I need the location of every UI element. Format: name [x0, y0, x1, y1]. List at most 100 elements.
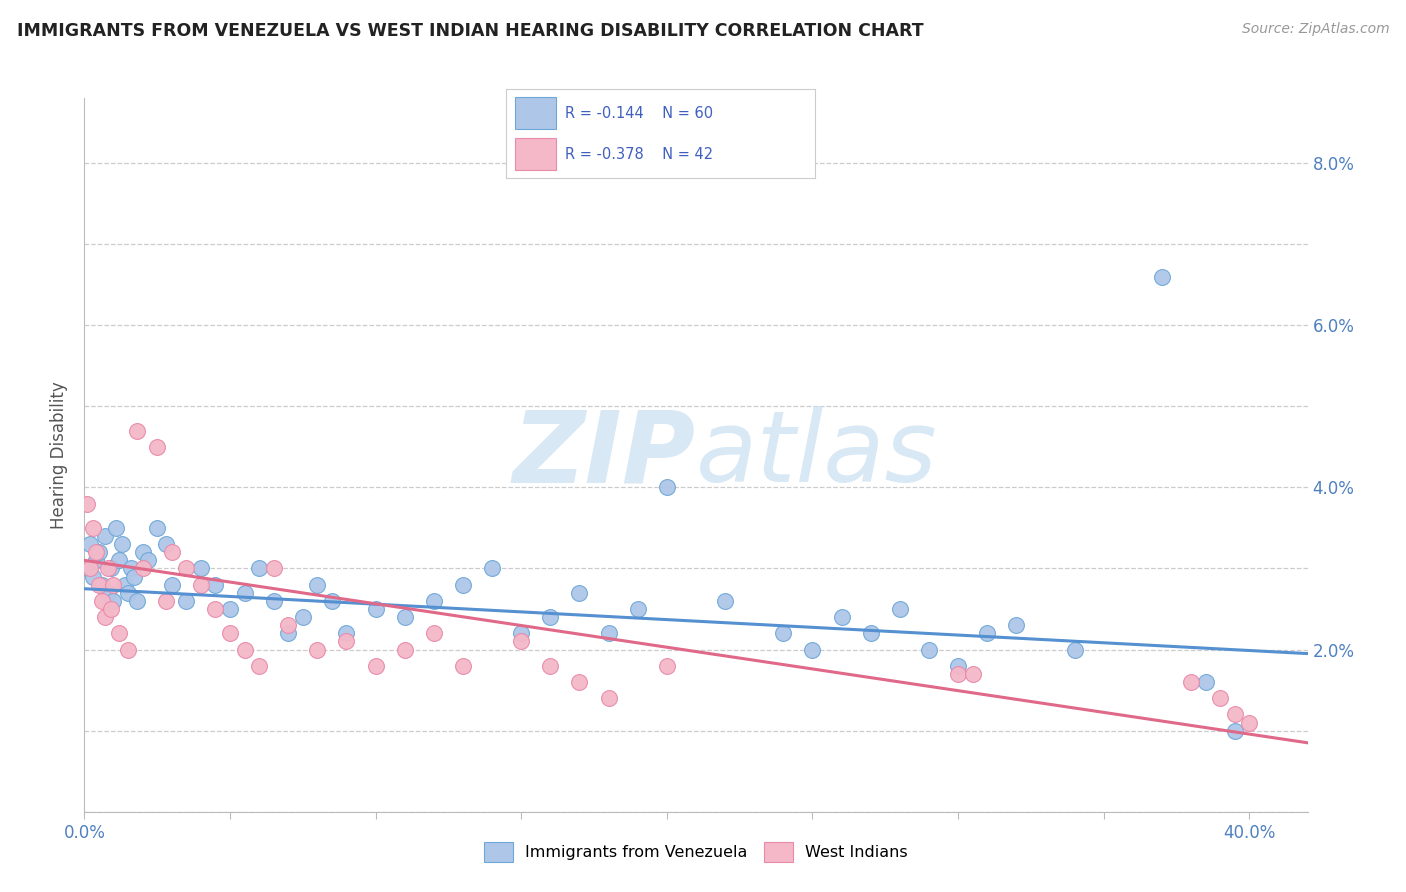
Point [1239, 715, 1261, 730]
Point [219, 626, 242, 640]
Point [263, 561, 285, 575]
Point [146, 440, 169, 454]
Point [93, 610, 115, 624]
Point [918, 642, 941, 657]
Point [1209, 691, 1232, 706]
Point [291, 610, 314, 624]
Point [125, 594, 148, 608]
Point [103, 594, 125, 608]
Point [568, 586, 591, 600]
Text: R = -0.144    N = 60: R = -0.144 N = 60 [565, 106, 713, 120]
Point [1150, 269, 1173, 284]
Point [481, 561, 503, 575]
Point [233, 642, 256, 657]
Point [976, 626, 998, 640]
Point [131, 545, 153, 559]
Point [138, 553, 160, 567]
Point [364, 658, 387, 673]
Point [538, 658, 561, 673]
Point [105, 521, 128, 535]
Point [97, 561, 120, 575]
Point [321, 594, 343, 608]
Point [97, 586, 120, 600]
Point [1063, 642, 1085, 657]
Point [122, 569, 145, 583]
Point [111, 537, 134, 551]
Point [394, 610, 416, 624]
Point [598, 691, 620, 706]
Point [117, 642, 139, 657]
Point [889, 602, 911, 616]
Point [131, 561, 153, 575]
Point [655, 658, 678, 673]
Point [1195, 675, 1218, 690]
Point [120, 561, 142, 575]
Point [538, 610, 561, 624]
Point [174, 561, 197, 575]
Point [204, 602, 226, 616]
Point [87, 545, 110, 559]
Point [100, 561, 122, 575]
Point [79, 537, 101, 551]
Point [1005, 618, 1028, 632]
Text: ZIP: ZIP [513, 407, 696, 503]
Point [155, 537, 177, 551]
Point [423, 594, 446, 608]
Point [307, 577, 329, 591]
Point [219, 602, 242, 616]
Text: IMMIGRANTS FROM VENEZUELA VS WEST INDIAN HEARING DISABILITY CORRELATION CHART: IMMIGRANTS FROM VENEZUELA VS WEST INDIAN… [17, 22, 924, 40]
Point [90, 594, 112, 608]
Point [100, 602, 122, 616]
Point [79, 561, 101, 575]
Point [962, 666, 984, 681]
Point [394, 642, 416, 657]
Point [117, 586, 139, 600]
Text: Source: ZipAtlas.com: Source: ZipAtlas.com [1241, 22, 1389, 37]
Text: R = -0.378    N = 42: R = -0.378 N = 42 [565, 147, 713, 161]
Point [190, 561, 212, 575]
Point [1180, 675, 1202, 690]
Point [84, 545, 107, 559]
Point [335, 634, 357, 648]
Point [76, 497, 98, 511]
Point [510, 626, 533, 640]
Point [190, 577, 212, 591]
Point [108, 626, 131, 640]
Point [801, 642, 824, 657]
Point [76, 561, 98, 575]
Point [1223, 707, 1246, 722]
Point [714, 594, 737, 608]
Point [772, 626, 794, 640]
Point [451, 577, 474, 591]
Point [568, 675, 591, 690]
Point [155, 594, 177, 608]
Point [247, 561, 270, 575]
Y-axis label: Hearing Disability: Hearing Disability [51, 381, 69, 529]
Point [108, 553, 131, 567]
Legend: Immigrants from Venezuela, West Indians: Immigrants from Venezuela, West Indians [478, 836, 914, 868]
Point [263, 594, 285, 608]
Point [307, 642, 329, 657]
Point [233, 586, 256, 600]
Point [160, 577, 183, 591]
Point [627, 602, 650, 616]
Point [1223, 723, 1246, 738]
Text: atlas: atlas [696, 407, 938, 503]
Point [90, 577, 112, 591]
Bar [516, 97, 555, 129]
Point [160, 545, 183, 559]
Point [146, 521, 169, 535]
Point [125, 424, 148, 438]
Point [87, 577, 110, 591]
Point [859, 626, 882, 640]
Point [831, 610, 853, 624]
Point [598, 626, 620, 640]
Point [364, 602, 387, 616]
Point [84, 553, 107, 567]
Point [82, 521, 104, 535]
Point [510, 634, 533, 648]
Point [277, 618, 299, 632]
Point [655, 480, 678, 494]
Point [103, 577, 125, 591]
Point [82, 569, 104, 583]
